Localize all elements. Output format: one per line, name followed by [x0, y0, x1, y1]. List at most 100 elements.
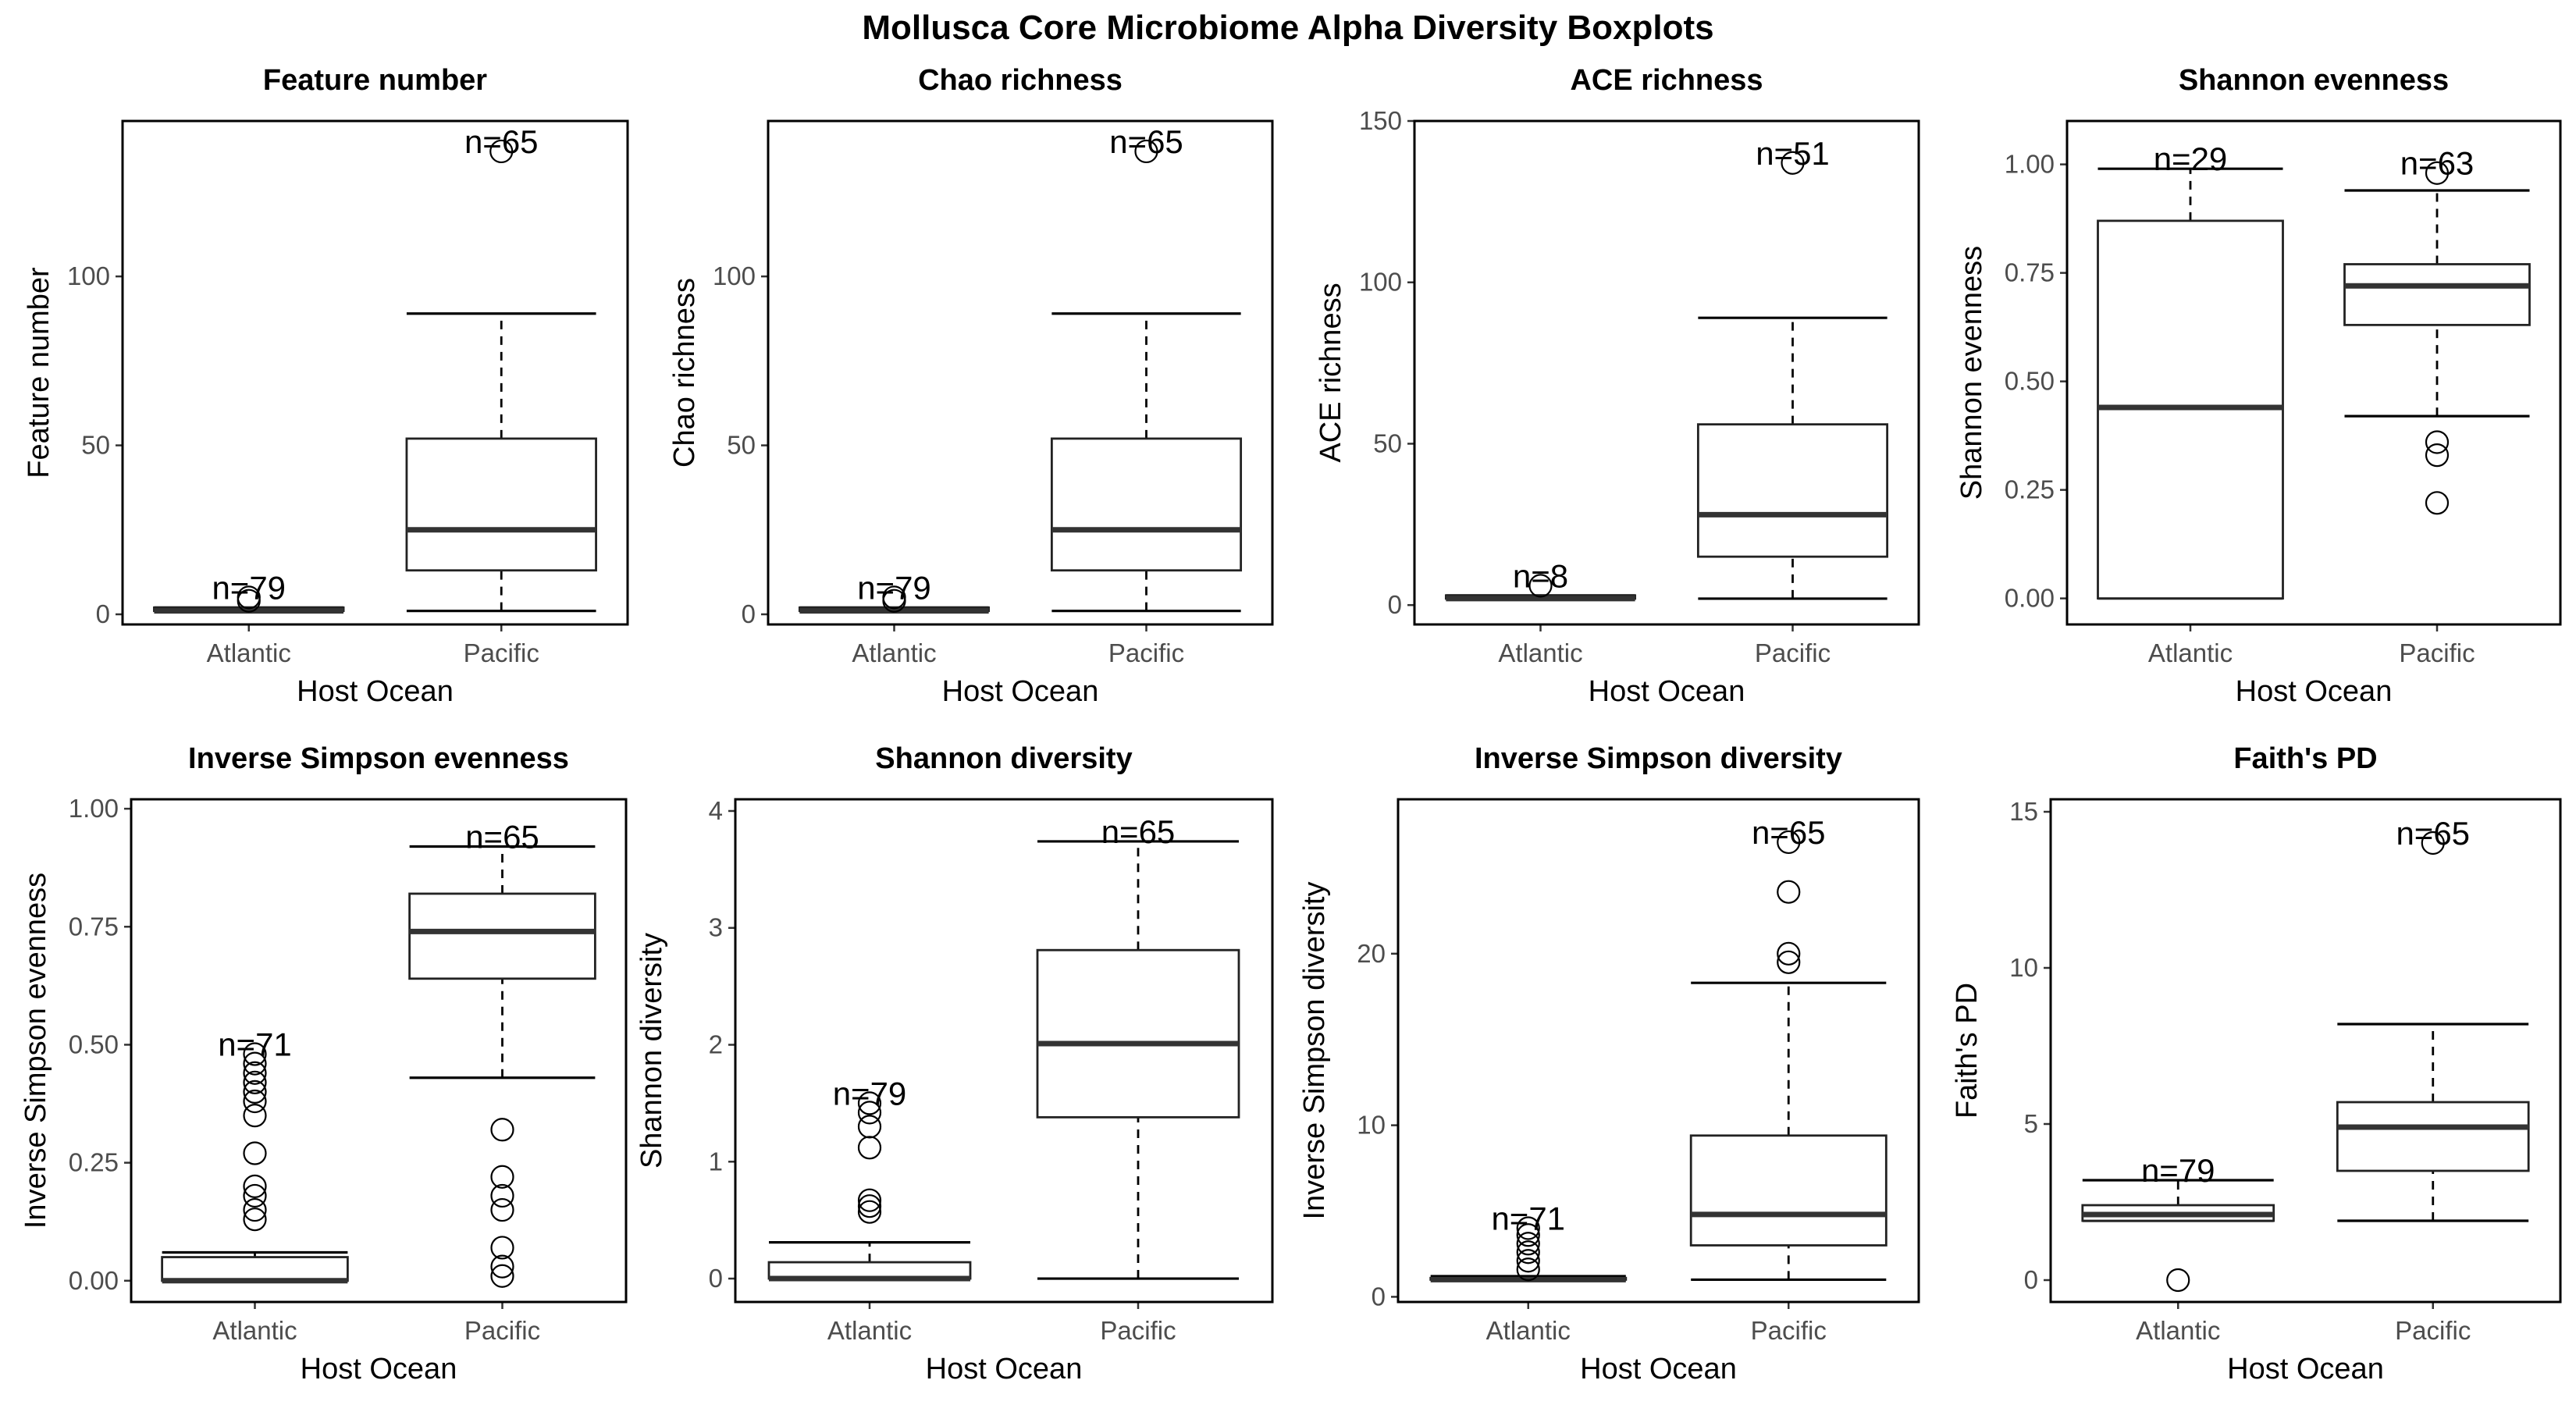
outlier-point [1777, 950, 1801, 974]
outlier-point [243, 1104, 267, 1128]
outlier-point [243, 1208, 267, 1232]
y-axis-title: Feature number [23, 267, 55, 478]
box-group-atlantic: n=79 [798, 569, 991, 614]
x-axis-title: Host Ocean [297, 675, 454, 708]
y-tick-label: 2 [709, 1030, 723, 1059]
outlier-point [2425, 430, 2450, 454]
x-tick-label: Pacific [2395, 1316, 2471, 1345]
outlier-point [1781, 151, 1805, 175]
outlier-point [857, 1091, 882, 1115]
sample-size-label: n=65 [465, 818, 539, 855]
box-iqr [1050, 437, 1243, 572]
x-axis-title: Host Ocean [926, 1353, 1083, 1385]
box-group-atlantic: n=71 [1429, 1200, 1628, 1282]
outlier-point [882, 585, 906, 610]
panel-border [767, 119, 1274, 626]
panel-title: Faith's PD [2233, 742, 2377, 775]
outlier-point [1516, 1257, 1540, 1282]
y-tick-label: 0 [1388, 590, 1402, 619]
box-iqr [2336, 1101, 2530, 1172]
panel-border [734, 798, 1274, 1304]
outlier-point [857, 1101, 882, 1125]
chart-panel: Shannon diversity 0 1 2 3 4 Atlantic Pacific Hos… [635, 742, 1274, 1385]
x-tick-label: Atlantic [207, 638, 291, 667]
outlier-point [857, 1194, 882, 1218]
y-tick-label: 100 [713, 261, 756, 290]
box-group-pacific: n=65 [408, 818, 596, 1288]
outlier-point [857, 1136, 882, 1160]
outlier-point [243, 1051, 267, 1076]
panel-title: Inverse Simpson diversity [1475, 742, 1842, 775]
outlier-point [243, 1042, 267, 1066]
sample-size-label: n=79 [857, 569, 931, 606]
outlier-point [243, 1080, 267, 1104]
x-tick-label: Atlantic [852, 638, 936, 667]
chart-panel: Inverse Simpson evenness 0.00 0.25 0.50 0.75… [20, 742, 628, 1385]
box-group-atlantic: n=29 [2097, 140, 2284, 600]
outlier-point [2166, 1268, 2190, 1293]
panel-border [1397, 798, 1920, 1304]
x-tick-label: Pacific [464, 1316, 540, 1345]
y-tick-label: 1.00 [2005, 150, 2055, 179]
y-tick-label: 50 [1373, 429, 1402, 457]
box-group-pacific: n=65 [1036, 813, 1240, 1280]
box-iqr [1696, 423, 1889, 558]
sample-size-label: n=65 [1752, 814, 1826, 851]
x-tick-label: Atlantic [1486, 1316, 1571, 1345]
x-tick-label: Pacific [1751, 1316, 1827, 1345]
panel-border [121, 119, 629, 626]
x-tick-label: Atlantic [212, 1316, 297, 1345]
y-tick-label: 1.00 [69, 794, 119, 823]
y-tick-label: 0.25 [2005, 475, 2055, 504]
outlier-point [243, 1183, 267, 1208]
box-iqr [1689, 1134, 1888, 1247]
y-tick-label: 0.50 [69, 1030, 119, 1058]
box-iqr [408, 892, 596, 980]
y-tick-label: 0.75 [69, 912, 119, 941]
box-group-atlantic: n=8 [1444, 557, 1637, 602]
y-tick-label: 0 [1372, 1282, 1386, 1311]
x-tick-label: Atlantic [2148, 638, 2233, 667]
y-tick-label: 0.25 [69, 1148, 119, 1177]
outlier-point [1777, 941, 1801, 966]
outlier-point [243, 1089, 267, 1114]
outlier-point [2421, 831, 2445, 855]
y-tick-label: 100 [67, 261, 110, 290]
outlier-point [243, 1061, 267, 1085]
sample-size-label: n=29 [2154, 140, 2228, 177]
y-tick-label: 0 [709, 1264, 723, 1293]
sample-size-label: n=79 [212, 569, 286, 606]
box-group-pacific: n=65 [1050, 123, 1243, 613]
outlier-point [490, 1118, 514, 1142]
x-tick-label: Pacific [1755, 638, 1831, 667]
outlier-point [1516, 1216, 1540, 1240]
box-group-atlantic: n=79 [767, 1075, 972, 1282]
x-axis-title: Host Ocean [942, 675, 1099, 708]
sample-size-label: n=8 [1513, 557, 1568, 594]
box-group-pacific: n=65 [405, 123, 597, 613]
outlier-point [2425, 491, 2450, 515]
chart-panel: Shannon evenness 0.00 0.25 0.50 0.75 1.00 Atla… [1955, 64, 2562, 708]
chart-panel: ACE richness 0 50 100 150 Atlantic Pacific Host… [1315, 64, 1920, 708]
outlier-point [1516, 1240, 1540, 1264]
y-axis-title: Inverse Simpson diversity [1298, 882, 1331, 1220]
y-tick-label: 0.00 [2005, 584, 2055, 613]
box-group-pacific: n=63 [2343, 145, 2531, 515]
box-iqr [1036, 948, 1240, 1119]
sample-size-label: n=63 [2400, 145, 2475, 182]
y-tick-label: 0 [742, 599, 756, 628]
x-tick-label: Atlantic [2136, 1316, 2220, 1345]
sample-size-label: n=65 [1109, 123, 1183, 160]
box-group-atlantic: n=79 [2081, 1152, 2275, 1293]
sample-size-label: n=79 [2141, 1152, 2215, 1189]
outlier-point [243, 1197, 267, 1222]
x-tick-label: Atlantic [827, 1316, 912, 1345]
outlier-point [857, 1188, 882, 1212]
y-axis-title: Shannon evenness [1955, 246, 1988, 500]
x-axis-title: Host Ocean [1580, 1353, 1737, 1385]
outlier-point [237, 585, 261, 610]
y-tick-label: 10 [2009, 953, 2038, 982]
outlier-point [490, 1236, 514, 1260]
outlier-point [489, 139, 514, 164]
